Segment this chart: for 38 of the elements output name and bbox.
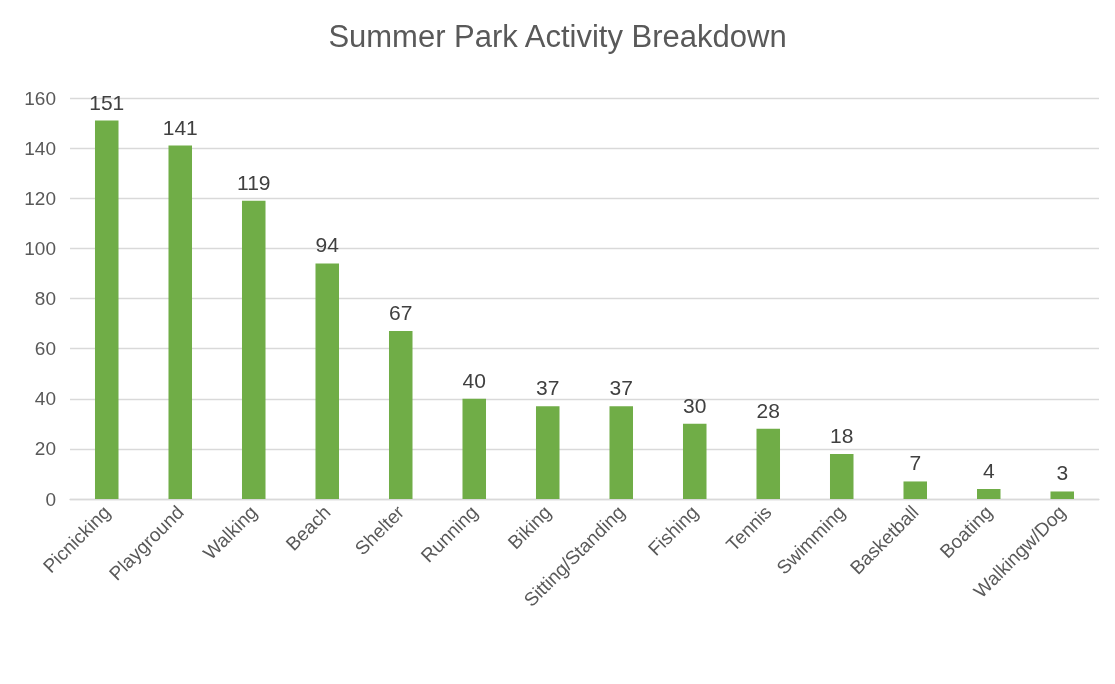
data-label: 28 <box>756 398 780 422</box>
data-label: 30 <box>683 393 707 417</box>
bar <box>168 145 193 499</box>
data-label: 4 <box>982 458 995 482</box>
y-tick-label: 80 <box>34 288 56 309</box>
y-tick-label: 20 <box>34 438 56 460</box>
data-label: 141 <box>162 115 198 139</box>
data-label: 94 <box>315 233 340 257</box>
data-label: 40 <box>462 368 486 392</box>
bar <box>609 406 634 499</box>
data-label: 3 <box>1056 461 1069 485</box>
bar <box>535 406 560 499</box>
y-tick-label: 160 <box>24 87 56 109</box>
data-label: 119 <box>237 170 271 194</box>
bar <box>1050 491 1075 499</box>
chart-title: Summer Park Activity Breakdown <box>328 19 787 54</box>
y-tick-label: 0 <box>45 488 56 510</box>
data-label: 37 <box>609 376 633 400</box>
data-label: 151 <box>89 90 125 114</box>
data-label: 7 <box>909 451 922 475</box>
bar <box>388 331 413 499</box>
bar <box>756 428 781 499</box>
data-label: 67 <box>389 301 413 325</box>
data-label: 37 <box>536 376 560 400</box>
y-tick-label: 120 <box>24 187 56 209</box>
y-tick-label: 100 <box>24 237 56 259</box>
y-tick-label: 40 <box>34 388 56 410</box>
bar <box>903 481 928 499</box>
y-tick-label: 60 <box>34 338 56 360</box>
bar <box>829 453 854 499</box>
bar <box>241 200 266 499</box>
bar <box>976 488 1001 499</box>
data-label: 18 <box>830 423 854 447</box>
bar <box>315 263 340 499</box>
bar <box>94 120 119 499</box>
y-tick-label: 140 <box>24 137 56 159</box>
bar <box>682 423 707 499</box>
bar <box>462 398 487 499</box>
